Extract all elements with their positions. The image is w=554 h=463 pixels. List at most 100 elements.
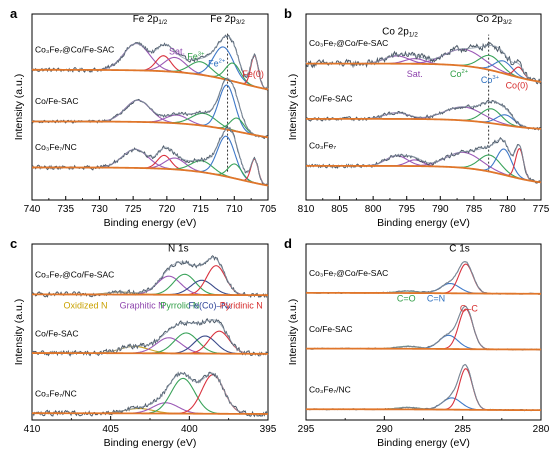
x-tick-label: 740 (24, 204, 41, 215)
peak-label: Fe3+ (187, 51, 205, 61)
panel-d: 295 290 285 280 Binding energy (eV) Intensity… (284, 236, 550, 449)
region-header: N 1s (168, 243, 189, 254)
peak-label: C=O (397, 294, 416, 304)
raw-spectrum-line (31, 125, 269, 186)
x-tick-label: 410 (24, 424, 41, 435)
y-axis-label: Intensity (a.u.) (287, 74, 299, 141)
fit-component-red (32, 158, 269, 187)
x-tick-label: 800 (365, 204, 382, 215)
panel-letter: c (10, 236, 17, 251)
x-tick-label: 720 (159, 204, 176, 215)
sample-name-label: Co₃Fe₇/NC (35, 389, 77, 399)
raw-spectrum-line (305, 137, 542, 184)
peak-label: Co2+ (450, 69, 469, 79)
peak-label: Co3+ (481, 75, 500, 85)
spectrum-3 (305, 137, 542, 184)
x-axis-label: Binding energy (eV) (377, 217, 470, 229)
x-tick-label: 715 (192, 204, 209, 215)
spectrum-2 (305, 99, 542, 131)
fit-component-purple (306, 48, 542, 83)
peak-label: Fe2+ (208, 59, 226, 69)
peak-label: Fe(Co)–Nₓ (189, 301, 232, 311)
spectrum-3 (305, 363, 542, 412)
x-ticks: 810 805 800 795 790 785 780 775 (298, 196, 550, 215)
fit-envelope-line (32, 78, 269, 138)
x-tick-label: 730 (91, 204, 108, 215)
spectrum-1 (31, 255, 269, 299)
background-line (306, 165, 542, 184)
region-header: Fe 2p1/2 (133, 14, 168, 26)
region-header: Co 2p1/2 (382, 27, 418, 39)
background-line (306, 292, 541, 295)
x-ticks: 740 735 730 725 720 715 710 705 (24, 196, 277, 215)
spectrum-1 (305, 42, 542, 85)
x-tick-label: 290 (376, 424, 393, 435)
fit-component-purple (306, 159, 542, 183)
peak-label: Graphitic N (120, 301, 165, 311)
x-tick-label: 810 (298, 204, 315, 215)
sample-name-label: Co₃Fe₇/NC (309, 385, 351, 395)
fit-component-purple (306, 151, 542, 183)
y-axis-label: Intensity (a.u.) (13, 299, 25, 366)
spectrum-3 (31, 125, 269, 187)
spectrum-1 (31, 34, 269, 91)
fit-component-purple (32, 337, 268, 355)
sample-name-label: Co₃Fe₇@Co/Fe-SAC (309, 38, 388, 48)
panel-letter: b (284, 6, 292, 21)
background-line (32, 293, 268, 297)
x-ticks: 410 405 400 395 (24, 416, 277, 435)
spectrum-3 (31, 371, 269, 418)
x-tick-label: 785 (466, 204, 483, 215)
y-axis-label: Intensity (a.u.) (287, 299, 299, 366)
x-tick-label: 710 (226, 204, 243, 215)
x-tick-label: 405 (102, 424, 119, 435)
fit-component-green (306, 154, 542, 183)
panel-letter: d (284, 236, 292, 251)
region-header: C 1s (449, 243, 470, 254)
x-axis-label: Binding energy (eV) (104, 217, 197, 229)
fit-envelope-line (32, 127, 269, 186)
region-header: Co 2p3/2 (476, 14, 512, 26)
x-tick-label: 805 (331, 204, 348, 215)
background-line (306, 347, 542, 351)
x-tick-label: 735 (57, 204, 74, 215)
x-tick-label: 285 (454, 424, 471, 435)
x-tick-label: 395 (260, 424, 277, 435)
peak-label: Sat. (169, 46, 185, 56)
panel-b: 810 805 800 795 790 785 780 775 Binding energy (… (284, 6, 550, 229)
region-header: Fe 2p3/2 (210, 14, 245, 26)
x-tick-label: 400 (181, 424, 198, 435)
spectrum-2 (305, 305, 542, 351)
fit-component-green (306, 54, 542, 83)
x-tick-label: 795 (398, 204, 415, 215)
peak-label: Oxidized N (63, 301, 107, 311)
x-tick-label: 280 (533, 424, 550, 435)
peak-label: Pyrrolic N (160, 301, 199, 311)
x-tick-label: 725 (125, 204, 142, 215)
sample-name-label: Co₃Fe₇/NC (35, 142, 77, 152)
x-axis-label: Binding energy (eV) (377, 437, 470, 449)
background-line (32, 412, 268, 415)
x-tick-label: 790 (432, 204, 449, 215)
peak-label: Sat. (407, 69, 423, 79)
spectrum-2 (31, 77, 269, 140)
peak-label: C–C (460, 303, 479, 313)
peak-label: Fe(0) (242, 69, 264, 79)
background-line (306, 62, 542, 83)
peak-label: Co(0) (506, 80, 529, 90)
x-tick-label: 775 (533, 204, 550, 215)
raw-spectrum-line (305, 42, 542, 85)
sample-name-label: Co/Fe-SAC (309, 324, 352, 334)
spectrum-2 (31, 317, 269, 357)
background-line (32, 166, 269, 187)
sample-name-label: Co/Fe-SAC (35, 96, 78, 106)
x-ticks: 295 290 285 280 (298, 416, 550, 435)
sample-name-label: Co₃Fe₇@Co/Fe-SAC (35, 44, 114, 54)
sample-name-label: Co₃Fe₇ (309, 140, 336, 150)
panel-a: 740 735 730 725 720 715 710 705 Binding energy (… (10, 6, 277, 229)
background-line (32, 120, 269, 139)
y-axis-label: Intensity (a.u.) (13, 74, 25, 141)
background-line (32, 352, 268, 355)
sample-name-label: Co₃Fe₇@Co/Fe-SAC (35, 270, 114, 280)
